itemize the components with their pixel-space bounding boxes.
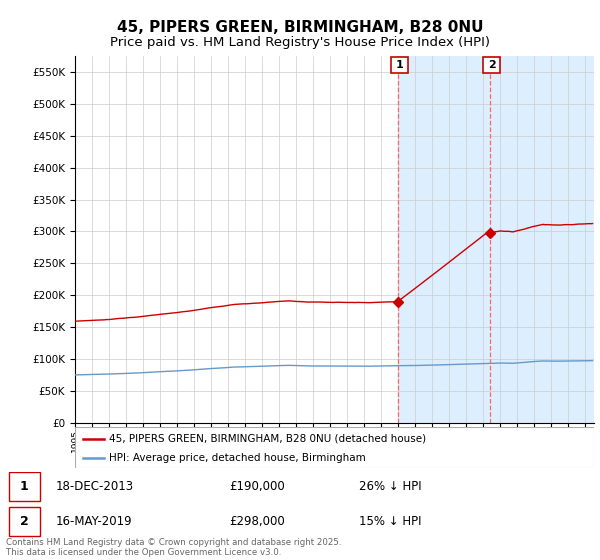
Text: Price paid vs. HM Land Registry's House Price Index (HPI): Price paid vs. HM Land Registry's House …: [110, 36, 490, 49]
Text: 18-DEC-2013: 18-DEC-2013: [56, 479, 134, 493]
Text: 45, PIPERS GREEN, BIRMINGHAM, B28 0NU: 45, PIPERS GREEN, BIRMINGHAM, B28 0NU: [117, 20, 483, 35]
FancyBboxPatch shape: [9, 472, 40, 501]
Text: 1: 1: [20, 479, 29, 493]
FancyBboxPatch shape: [484, 57, 500, 72]
Text: Contains HM Land Registry data © Crown copyright and database right 2025.
This d: Contains HM Land Registry data © Crown c…: [6, 538, 341, 557]
FancyBboxPatch shape: [391, 57, 408, 72]
Text: 15% ↓ HPI: 15% ↓ HPI: [359, 515, 421, 528]
Text: £190,000: £190,000: [229, 479, 285, 493]
FancyBboxPatch shape: [9, 507, 40, 535]
Text: 45, PIPERS GREEN, BIRMINGHAM, B28 0NU (detached house): 45, PIPERS GREEN, BIRMINGHAM, B28 0NU (d…: [109, 433, 426, 444]
Text: 1: 1: [396, 60, 404, 70]
Bar: [398, 56, 594, 423]
Text: £298,000: £298,000: [229, 515, 285, 528]
Text: 2: 2: [488, 60, 496, 70]
Text: 2: 2: [20, 515, 29, 528]
FancyBboxPatch shape: [75, 427, 594, 468]
Text: 26% ↓ HPI: 26% ↓ HPI: [359, 479, 421, 493]
Text: HPI: Average price, detached house, Birmingham: HPI: Average price, detached house, Birm…: [109, 452, 365, 463]
Text: 16-MAY-2019: 16-MAY-2019: [56, 515, 133, 528]
